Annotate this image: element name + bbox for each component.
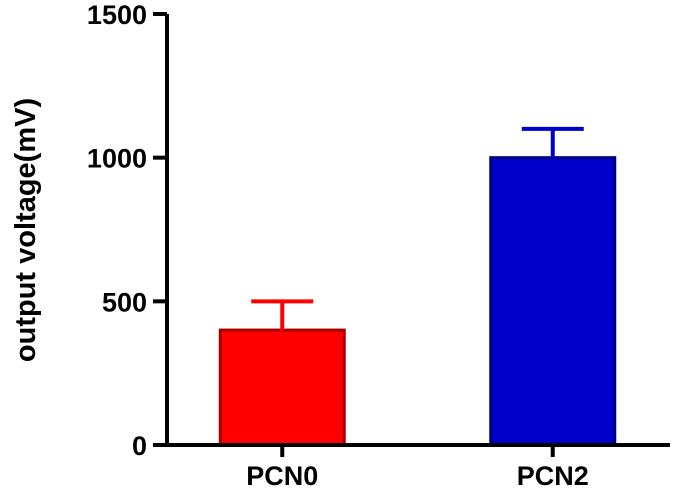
error-bars-layer xyxy=(251,126,584,331)
bar-pcn0 xyxy=(218,328,346,447)
x-tick-label-pcn0: PCN0 xyxy=(246,461,318,491)
y-tick-label: 0 xyxy=(132,431,147,461)
y-axis-title: output voltage(mV) xyxy=(10,98,42,362)
y-tick-label: 500 xyxy=(102,287,147,317)
bar-pcn2 xyxy=(489,156,617,447)
y-ticks-layer: 0 500 1000 1500 xyxy=(87,0,167,461)
y-tick-label: 1000 xyxy=(87,144,147,174)
x-tick-label-pcn2: PCN2 xyxy=(517,461,589,491)
bars-layer xyxy=(218,156,617,447)
y-tick-label: 1500 xyxy=(87,0,147,30)
x-ticks-layer: PCN0 PCN2 xyxy=(246,445,589,491)
